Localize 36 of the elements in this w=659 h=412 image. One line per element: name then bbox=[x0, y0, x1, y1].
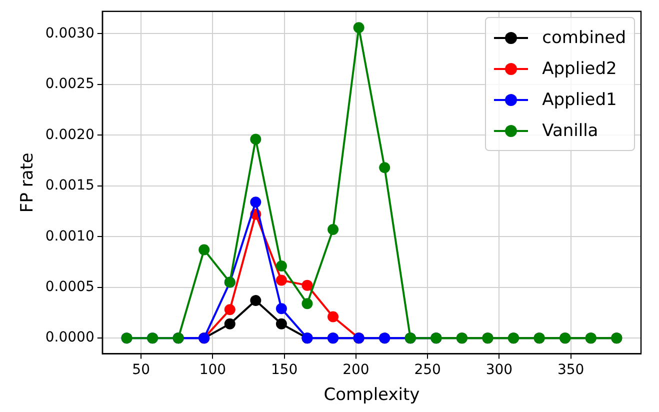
x-tick-label: 150 bbox=[270, 362, 298, 378]
point bbox=[224, 304, 236, 316]
point bbox=[276, 260, 287, 272]
legend-label: combined bbox=[542, 28, 626, 48]
point bbox=[250, 295, 262, 306]
y-axis-title: FP rate bbox=[18, 152, 38, 213]
point bbox=[224, 318, 236, 330]
legend-label: Applied2 bbox=[542, 58, 617, 79]
point bbox=[328, 224, 339, 236]
legend-label: Vanilla bbox=[542, 120, 598, 141]
point bbox=[250, 196, 262, 208]
point bbox=[353, 22, 364, 34]
point bbox=[276, 318, 287, 330]
point bbox=[276, 303, 287, 314]
point bbox=[198, 244, 210, 256]
point bbox=[302, 298, 313, 310]
y-tick-label: 0.0015 bbox=[45, 178, 94, 194]
x-tick-label: 100 bbox=[199, 362, 226, 378]
point bbox=[276, 274, 287, 286]
point bbox=[250, 134, 262, 145]
point bbox=[328, 311, 339, 322]
y-tick-label: 0.0005 bbox=[45, 278, 94, 295]
legend-label: Applied1 bbox=[542, 90, 617, 110]
point bbox=[302, 280, 313, 291]
y-tick-label: 0.0000 bbox=[45, 330, 94, 346]
y-tick-label: 0.0030 bbox=[45, 25, 94, 42]
x-tick-label: 200 bbox=[342, 362, 370, 378]
x-tick-label: 50 bbox=[132, 362, 150, 378]
point bbox=[379, 162, 390, 174]
y-tick-label: 0.0010 bbox=[45, 228, 94, 244]
x-tick-label: 350 bbox=[557, 362, 584, 378]
x-axis-title: Complexity bbox=[324, 385, 420, 406]
x-tick-label: 250 bbox=[414, 362, 441, 378]
y-tick-label: 0.0025 bbox=[45, 76, 94, 92]
y-tick-label: 0.0020 bbox=[45, 126, 94, 143]
x-tick-label: 300 bbox=[486, 362, 513, 378]
